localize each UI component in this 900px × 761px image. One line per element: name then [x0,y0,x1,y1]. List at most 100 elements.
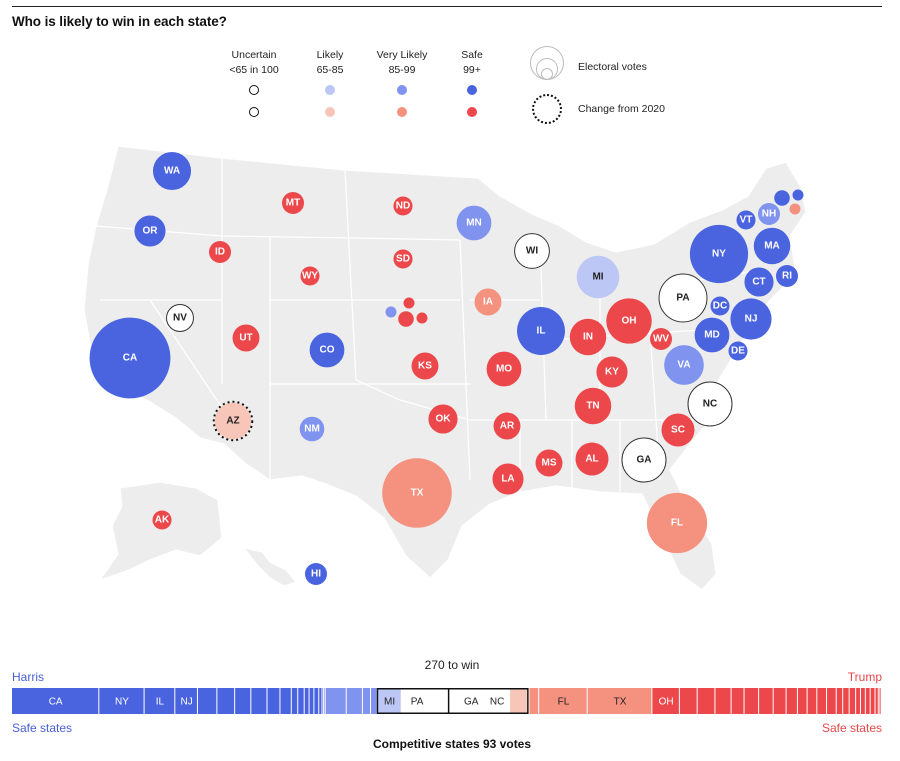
state-circle-ct [744,267,774,297]
state-circle-ks [411,352,439,380]
bar-segment-or [267,688,280,714]
bar-segment-hi [291,688,298,714]
bar-segment-wi [432,688,448,714]
bar-segment-il [144,688,175,714]
state-bubble-tn: TN [574,387,612,425]
state-bubble-me-2 [789,203,801,215]
state-label-nd: ND [396,201,410,212]
state-bubble-wi: WI [514,233,550,269]
state-circle-mn [456,205,492,241]
state-bubble-va: VA [664,345,704,385]
legend-dot-very-likely-red [397,107,407,117]
bar-label-tx: TX [614,697,627,708]
state-circle-or [134,215,166,247]
state-label-ri: RI [782,271,792,282]
state-bubble-la: LA [492,463,524,495]
bar-segment-ri [298,688,304,714]
bar-segment-ma [217,688,235,714]
state-label-mo: MO [496,364,512,375]
state-label-ma: MA [764,241,780,252]
state-circle-fl [646,492,708,554]
legend-uncertain-name: Uncertain [231,49,277,61]
legend-likely: Likely 65-85 [290,48,370,78]
state-circle-id [209,241,231,263]
state-bubble-az: AZ [212,400,254,442]
state-label-sd: SD [396,254,410,265]
state-label-al: AL [585,454,598,465]
state-label-ar: AR [500,421,515,432]
legend-likely-range: 65-85 [316,64,344,76]
state-bubble-md: MD [694,317,730,353]
state-circle-sc [661,413,695,447]
state-circle-ak [152,510,172,530]
state-label-ca: CA [123,353,137,364]
to-win-label: 270 to win [424,658,480,672]
state-label-ms: MS [542,458,557,469]
legend-safe-name: Safe [461,49,483,61]
bar-segment-ga [458,688,484,714]
state-label-id: ID [215,247,225,258]
legend-dot-likely-red [325,107,335,117]
state-label-wa: WA [164,166,180,177]
bar-segment-ny [99,688,144,714]
mainland-shape [83,145,807,591]
state-bubble-nd: ND [393,196,413,216]
trump-safe-states-label: Safe states [821,721,882,735]
legend-electoral-votes: Electoral votes [578,61,647,73]
bar-segment-ok [786,688,797,714]
bar-segment-ar [827,688,836,714]
bar-segment-oh [652,688,679,714]
bar-segment-mi [377,688,401,714]
bar-segment-va [325,688,346,714]
state-circle-ar [493,412,521,440]
bar-segment-ut [797,688,807,714]
state-label-ny: NY [712,249,726,260]
state-label-wv: WV [653,334,669,345]
legend-safe: Safe 99+ [432,48,512,78]
state-circle-az [214,402,252,440]
state-bubble-ne-al [398,311,414,327]
state-label-in: IN [583,332,593,343]
legend-very-likely-name: Very Likely [376,49,428,61]
state-bubble-sd: SD [393,249,413,269]
bar-segment-mn [346,688,362,714]
state-circle-sd [393,249,413,269]
state-circle-wi [514,233,550,269]
state-label-ut: UT [239,333,252,344]
bar-segment-sc [744,688,759,714]
state-circle-ne-1 [403,297,415,309]
bar-segment-wv [836,688,843,714]
state-bubble-ut: UT [232,324,260,352]
legend-dot-likely-blue [325,85,335,95]
state-label-nj: NJ [745,314,758,325]
bar-segment-vt [309,688,314,714]
legend-dot-uncertain-red [249,107,259,117]
state-bubble-mo: MO [486,351,522,387]
state-circle-nj [730,298,772,340]
legend-dot-uncertain-blue [249,85,259,95]
state-label-ky: KY [605,367,619,378]
bar-segment-nj [175,688,197,714]
legend-safe-range: 99+ [463,64,481,76]
state-circle-wy [300,266,320,286]
page-title: Who is likely to win in each state? [12,14,227,29]
state-bubble-al: AL [575,442,609,476]
state-bubble-hi: HI [305,563,327,585]
state-bubble-nh: NH [758,203,780,225]
alaska-shape [98,481,223,582]
bar-segment-me-al [319,688,322,714]
bar-segment-mo [715,688,731,714]
state-label-ak: AK [155,515,170,526]
legend-uncertain-range: <65 in 100 [229,64,279,76]
state-bubble-in: IN [569,318,607,356]
land-layer [83,145,807,591]
state-bubble-nm: NM [299,416,325,442]
trump-label: Trump [847,670,882,684]
change-from-2020-icon [532,94,562,124]
state-circle-il [517,307,565,355]
state-bubble-or: OR [134,215,166,247]
state-bubble-nv: NV [166,304,194,332]
state-bubble-me-al [774,190,790,206]
legend-uncertain: Uncertain <65 in 100 [214,48,294,78]
legend-very-likely-range: 85-99 [388,64,416,76]
